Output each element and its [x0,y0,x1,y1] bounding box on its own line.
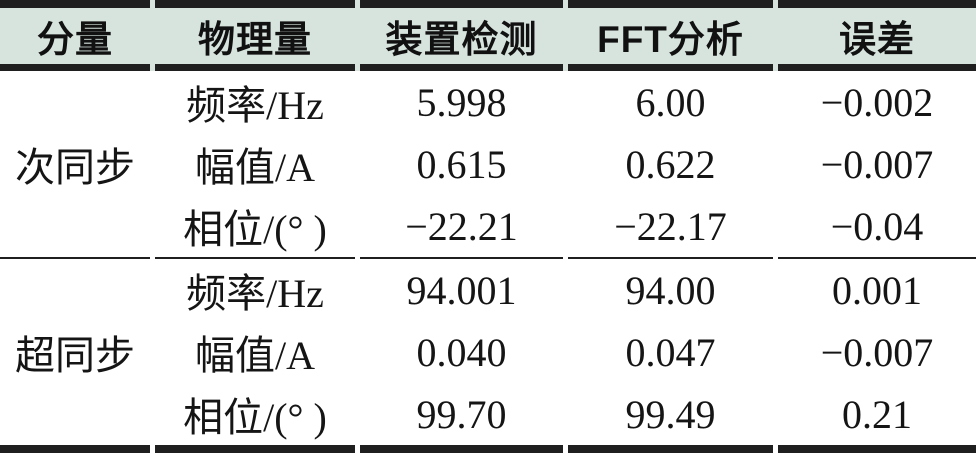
error-value-cell: −0.007 [820,329,934,375]
fft-value-cell: 0.622 [625,141,716,187]
header-quantity: 物理量 [155,0,355,71]
error-value-cell: −0.007 [820,141,934,187]
fft-value-cell: 99.49 [568,383,773,453]
quantity-cell: 频率/Hz [186,271,324,316]
device-value-cell: 5.998 [416,79,507,125]
fft-value-cell: 0.047 [625,329,716,375]
header-error: 误差 [778,0,976,71]
error-value-cell: −0.002 [820,79,934,125]
quantity-cell: 幅值/A [195,333,315,378]
device-value-cell: −22.21 [360,195,563,259]
device-value-cell: 0.615 [416,141,507,187]
error-value-cell: −0.04 [778,195,976,259]
header-device-detect: 装置检测 [360,0,563,71]
device-value-cell: 99.70 [360,383,563,453]
fft-value-cell: 94.00 [625,267,716,313]
table-header: 分量 物理量 装置检测 FFT分析 误差 [0,0,976,71]
component-cell-supersync: 超同步 [0,259,150,453]
quantity-cell: 幅值/A [195,145,315,190]
quantity-cell: 相位/(° ) [155,195,355,259]
quantity-cell: 相位/(° ) [155,383,355,453]
error-value-cell: 0.001 [832,267,922,313]
fft-value-cell: 6.00 [635,79,706,125]
header-fft-analysis: FFT分析 [568,0,773,71]
device-value-cell: 0.040 [416,329,507,375]
fft-value-cell: −22.17 [568,195,773,259]
error-value-cell: 0.21 [778,383,976,453]
table-body: 次同步 频率/Hz 5.998 6.00 −0.002 幅值/A 0.615 0… [0,71,976,453]
device-value-cell: 94.001 [406,267,517,313]
quantity-cell: 频率/Hz [186,83,324,128]
header-component: 分量 [0,0,150,71]
component-cell-subsync: 次同步 [0,71,150,259]
